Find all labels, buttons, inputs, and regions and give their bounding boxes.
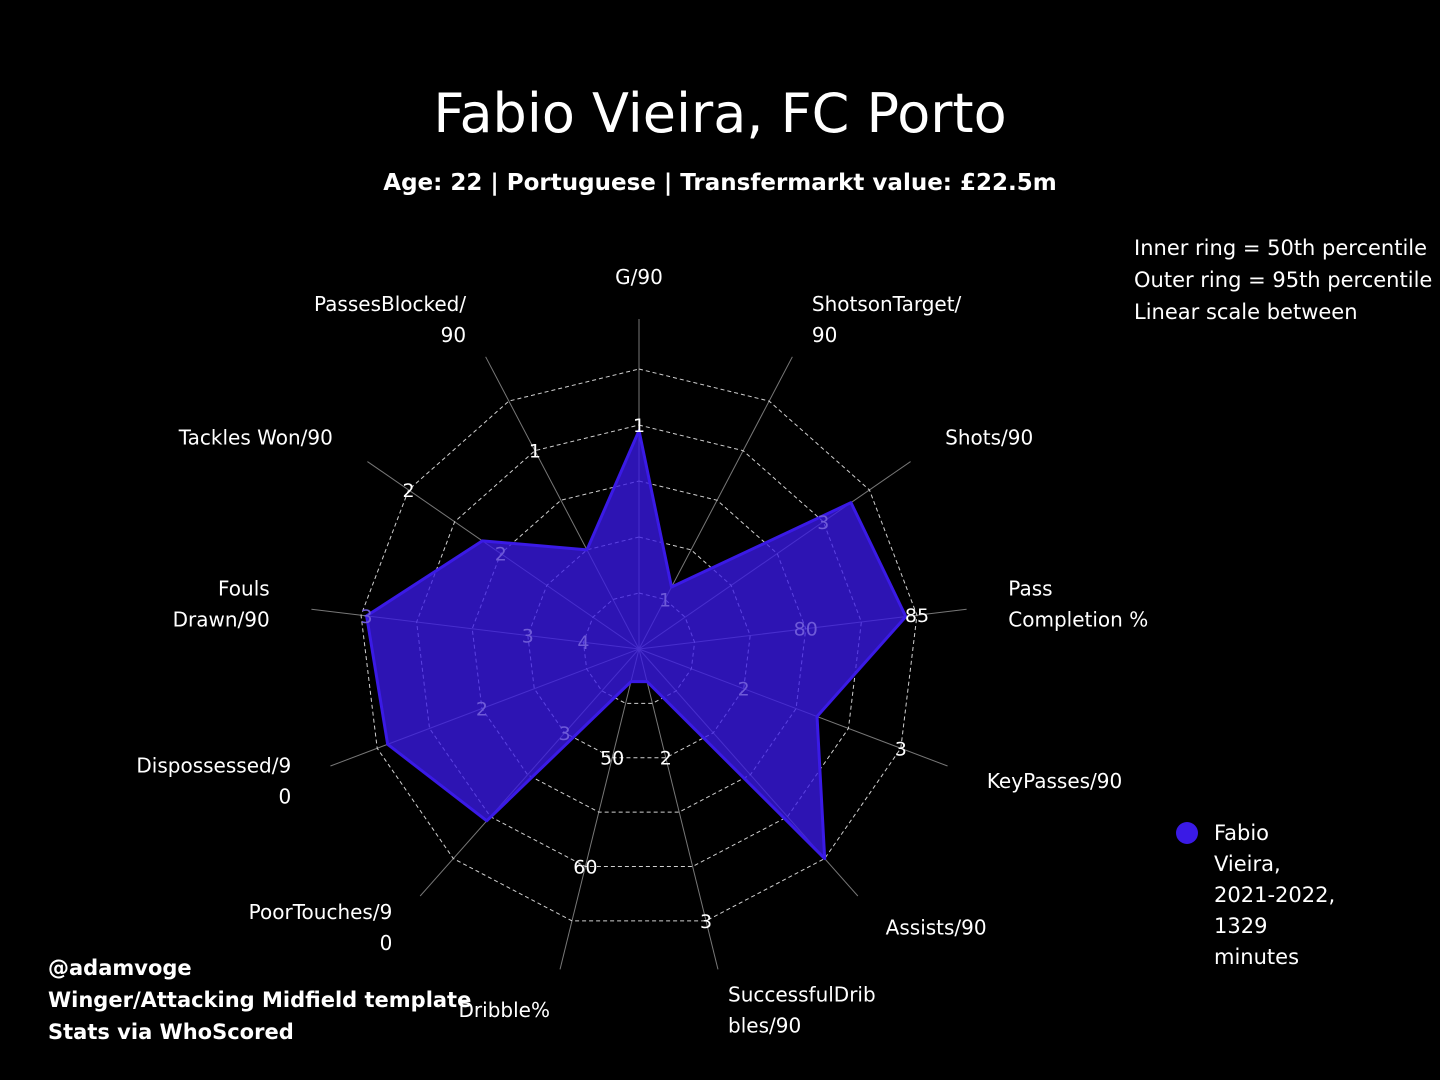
radar-axis-label: G/90 <box>615 265 663 289</box>
legend-label-line: 2021-2022, <box>1214 883 1336 907</box>
radar-tick-label: 2 <box>738 679 750 701</box>
credit-author: @adamvoge <box>48 956 192 980</box>
radar-axis-labels: G/90 ShotsonTarget/90 Shots/90 Pass Completi… <box>136 265 1148 1038</box>
radar-tick-label: 1 <box>633 415 645 437</box>
legend-label-line: minutes <box>1214 945 1300 969</box>
radar-tick-label: 50 <box>600 748 624 770</box>
radar-tick-label: 4 <box>577 632 589 654</box>
legend-marker <box>1176 822 1198 844</box>
radar-tick-label: 2 <box>476 699 488 721</box>
radar-ring <box>360 368 918 922</box>
legend-label-line: 1329 <box>1214 914 1268 938</box>
legend-label: Fabio Vieira, 2021-2022, 1329 minutes <box>1214 818 1344 973</box>
radar-tick-label: 3 <box>700 911 712 933</box>
radar-axis-label: Tackles Won/90 <box>178 426 333 450</box>
chart-title: Fabio Vieira, FC Porto <box>433 82 1007 145</box>
radar-tick-label: 3 <box>817 512 829 534</box>
radar-tick-label: 2 <box>495 544 507 566</box>
radar-tick-label: 2 <box>403 480 415 502</box>
radar-axis-label: Fouls Drawn/90 <box>173 577 270 632</box>
radar-tick-label: 3 <box>361 606 373 628</box>
radar-tick-label: 60 <box>573 856 597 878</box>
radar-axis-label: Pass Completion % <box>1008 577 1148 632</box>
radar-axis-label: ShotsonTarget/90 <box>812 292 962 347</box>
radar-series <box>365 429 908 861</box>
radar-axis-label: PoorTouches/9 0 <box>249 900 393 955</box>
radar-tick-label: 85 <box>905 605 929 627</box>
radar-axis-label: SuccessfulDrib bles/90 <box>728 983 876 1038</box>
radar-series-area <box>365 429 908 861</box>
radar-axis-label: Assists/90 <box>886 915 987 939</box>
radar-tick-label: 1 <box>659 589 671 611</box>
credit-source: Stats via WhoScored <box>48 1020 294 1044</box>
radar-spoke <box>638 648 719 970</box>
radar-axis-label: Dribble% <box>459 998 550 1022</box>
chart-subtitle: Age: 22 | Portuguese | Transfermarkt val… <box>383 170 1057 196</box>
radar-axis-label: PassesBlocked/90 <box>314 292 466 347</box>
scale-note-line: Linear scale between <box>1134 300 1358 324</box>
radar-tick-label: 80 <box>794 619 818 641</box>
credit-template: Winger/Attacking Midfield template <box>48 988 472 1012</box>
scale-note: Inner ring = 50th percentile Outer ring … <box>1134 232 1432 328</box>
radar-tick-label: 2 <box>660 748 672 770</box>
radar-axis-label: Dispossessed/9 0 <box>136 753 291 808</box>
radar-tick-label: 3 <box>522 625 534 647</box>
scale-note-line: Outer ring = 95th percentile <box>1134 268 1433 292</box>
legend-label-line: Fabio <box>1214 821 1270 845</box>
radar-spoke <box>559 648 640 970</box>
radar-tick-label: 3 <box>559 723 571 745</box>
credits: @adamvoge Winger/Attacking Midfield temp… <box>48 952 471 1048</box>
radar-tick-label: 1 <box>529 441 541 463</box>
scale-note-line: Inner ring = 50th percentile <box>1134 236 1428 260</box>
radar-axis-label: Shots/90 <box>945 426 1033 450</box>
legend-label-line: Vieira, <box>1214 852 1281 876</box>
radar-tick-label: 3 <box>895 738 907 760</box>
radar-axis-label: KeyPasses/90 <box>987 769 1122 793</box>
